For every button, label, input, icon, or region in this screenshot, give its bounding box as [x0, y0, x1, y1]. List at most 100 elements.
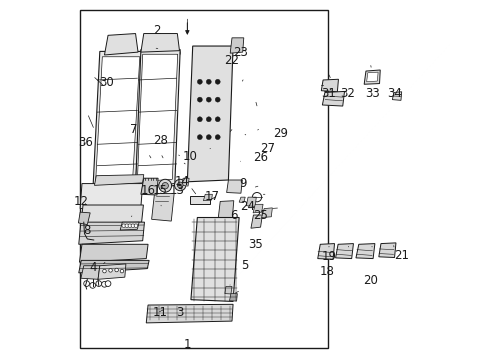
Text: 26: 26 — [253, 151, 267, 165]
Polygon shape — [137, 54, 177, 182]
Circle shape — [215, 97, 220, 102]
Circle shape — [102, 269, 106, 273]
Polygon shape — [141, 33, 179, 52]
Circle shape — [128, 224, 131, 228]
Polygon shape — [321, 79, 338, 92]
Text: 8: 8 — [83, 224, 91, 237]
Text: 31: 31 — [320, 87, 335, 100]
Text: 6: 6 — [229, 209, 237, 222]
Polygon shape — [335, 244, 353, 258]
Text: 34: 34 — [386, 87, 401, 100]
Circle shape — [197, 117, 202, 122]
Circle shape — [159, 179, 171, 192]
Polygon shape — [120, 222, 139, 230]
Circle shape — [206, 79, 211, 84]
Polygon shape — [95, 57, 140, 184]
Polygon shape — [146, 304, 233, 323]
Polygon shape — [187, 46, 233, 182]
Text: 33: 33 — [364, 87, 379, 100]
Text: 30: 30 — [100, 76, 114, 89]
Circle shape — [120, 269, 123, 273]
Text: 21: 21 — [393, 249, 408, 262]
Polygon shape — [250, 215, 262, 228]
Polygon shape — [94, 175, 143, 185]
Circle shape — [206, 97, 211, 102]
Circle shape — [102, 282, 107, 287]
Polygon shape — [261, 208, 272, 217]
Text: 18: 18 — [319, 265, 334, 278]
Circle shape — [197, 97, 202, 102]
Text: 25: 25 — [253, 209, 267, 222]
Polygon shape — [79, 222, 144, 244]
Circle shape — [122, 224, 125, 228]
Text: 10: 10 — [183, 150, 197, 163]
Text: 11: 11 — [153, 306, 168, 319]
Polygon shape — [182, 178, 189, 186]
Text: 28: 28 — [153, 134, 168, 147]
Polygon shape — [203, 194, 212, 201]
Polygon shape — [80, 244, 148, 262]
Circle shape — [115, 268, 118, 272]
Polygon shape — [78, 212, 90, 225]
Circle shape — [215, 135, 220, 140]
Text: 27: 27 — [260, 142, 275, 155]
Polygon shape — [81, 266, 100, 279]
Text: 9: 9 — [239, 177, 246, 190]
Circle shape — [108, 269, 112, 272]
Text: 29: 29 — [272, 127, 287, 140]
Circle shape — [197, 135, 202, 140]
Circle shape — [215, 79, 220, 84]
Polygon shape — [355, 244, 374, 258]
Polygon shape — [135, 50, 180, 187]
Polygon shape — [81, 205, 143, 225]
Text: 20: 20 — [362, 274, 377, 287]
Text: 3: 3 — [176, 306, 183, 319]
Polygon shape — [226, 180, 242, 193]
Polygon shape — [224, 287, 231, 294]
Text: 1: 1 — [183, 338, 191, 351]
Text: 2: 2 — [153, 24, 161, 37]
Circle shape — [177, 182, 183, 188]
Text: 4: 4 — [89, 261, 96, 274]
Circle shape — [162, 183, 168, 189]
Polygon shape — [317, 244, 334, 259]
Polygon shape — [391, 92, 401, 100]
Text: 23: 23 — [233, 46, 248, 59]
Polygon shape — [322, 91, 344, 106]
Polygon shape — [246, 197, 256, 206]
Text: 15: 15 — [153, 184, 168, 197]
Polygon shape — [98, 264, 125, 279]
Circle shape — [206, 135, 211, 140]
Text: 5: 5 — [240, 259, 248, 272]
Polygon shape — [378, 243, 395, 257]
Polygon shape — [366, 72, 377, 82]
Polygon shape — [93, 51, 142, 194]
Circle shape — [206, 117, 211, 122]
Circle shape — [90, 283, 95, 288]
Polygon shape — [364, 70, 380, 84]
Circle shape — [197, 79, 202, 84]
Circle shape — [174, 179, 185, 191]
Circle shape — [131, 224, 134, 228]
Text: 35: 35 — [247, 238, 262, 251]
Polygon shape — [79, 260, 149, 273]
Circle shape — [125, 224, 128, 228]
Text: 22: 22 — [224, 54, 239, 67]
Bar — [190, 196, 209, 204]
Circle shape — [215, 117, 220, 122]
Polygon shape — [151, 194, 174, 221]
Polygon shape — [141, 178, 158, 195]
Circle shape — [96, 281, 102, 287]
Circle shape — [252, 193, 261, 202]
Polygon shape — [253, 204, 263, 213]
Circle shape — [105, 281, 111, 287]
Text: 24: 24 — [240, 200, 255, 213]
Text: 32: 32 — [340, 87, 355, 100]
Polygon shape — [217, 201, 233, 223]
Text: 14: 14 — [174, 175, 189, 188]
Polygon shape — [104, 33, 138, 55]
Circle shape — [134, 224, 138, 228]
Polygon shape — [80, 184, 142, 208]
Polygon shape — [230, 38, 244, 53]
Text: 12: 12 — [74, 195, 88, 208]
